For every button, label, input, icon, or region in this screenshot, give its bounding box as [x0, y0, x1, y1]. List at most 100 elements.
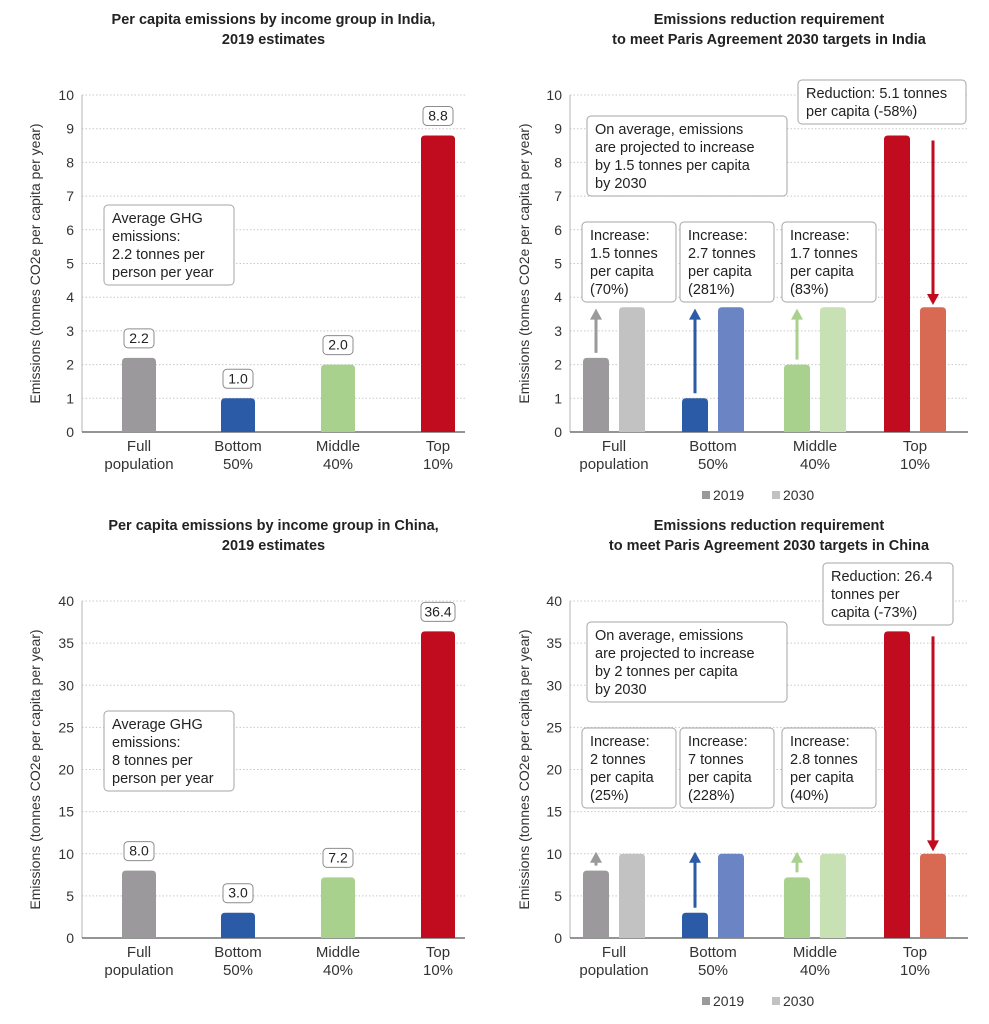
y-tick-label: 15	[58, 804, 74, 820]
legend-swatch	[702, 997, 710, 1005]
x-tick-label: Middle	[793, 944, 837, 961]
y-tick-label: 10	[546, 846, 562, 862]
chart-title: Emissions reduction requirement	[654, 12, 885, 28]
bar-2019	[784, 877, 810, 938]
y-tick-label: 25	[546, 719, 562, 735]
bar-2019	[682, 398, 708, 432]
reduction-note-line: capita (-73%)	[831, 605, 917, 621]
y-tick-label: 15	[546, 804, 562, 820]
increase-arrow-head	[791, 308, 803, 320]
y-tick-label: 40	[58, 593, 74, 609]
increase-note: Increase: 1.5 tonnes per capita (70%)	[581, 221, 677, 303]
increase-note: Increase: 1.7 tonnes per capita (83%)	[781, 221, 877, 303]
legend-swatch	[772, 997, 780, 1005]
average-note: On average, emissions are projected to in…	[586, 621, 788, 703]
increase-note-line: (228%)	[688, 788, 735, 804]
y-tick-label: 25	[58, 719, 74, 735]
x-tick-label: Bottom	[689, 944, 737, 961]
reduction-note-box	[822, 562, 954, 626]
increase-arrow-head	[689, 308, 701, 320]
increase-note-box	[679, 221, 775, 303]
x-tick-label: 40%	[323, 962, 353, 979]
y-tick-label: 2	[554, 357, 562, 373]
x-tick-label: population	[104, 456, 173, 473]
increase-note: Increase: 2.7 tonnes per capita (281%)	[679, 221, 775, 303]
reduction-note-line: Reduction: 5.1 tonnes	[806, 86, 947, 102]
increase-note-line: (40%)	[790, 788, 829, 804]
y-tick-label: 8	[66, 154, 74, 170]
x-tick-label: Top	[903, 438, 927, 455]
data-label: 7.2	[328, 849, 348, 865]
x-tick-label: Bottom	[689, 438, 737, 455]
y-tick-label: 2	[66, 357, 74, 373]
chart-title: 2019 estimates	[222, 32, 325, 48]
average-note-box	[586, 115, 788, 197]
bar	[321, 877, 355, 938]
chart-title: Per capita emissions by income group in …	[112, 12, 436, 28]
data-label: 1.0	[228, 370, 248, 386]
y-tick-label: 8	[554, 154, 562, 170]
increase-note-box	[581, 727, 677, 809]
bar-2019	[583, 357, 609, 432]
y-tick-label: 3	[554, 323, 562, 339]
average-note-line: by 2030	[595, 682, 647, 698]
x-tick-label: Full	[602, 438, 626, 455]
increase-note-line: Increase:	[790, 734, 850, 750]
average-note-line: are projected to increase	[595, 140, 755, 156]
increase-note: Increase: 2.8 tonnes per capita (40%)	[781, 727, 877, 809]
data-label-box	[222, 883, 254, 904]
bar-2019	[583, 870, 609, 938]
increase-note-line: Increase:	[590, 228, 650, 244]
average-annotation-box	[103, 710, 235, 792]
legend-label: 2019	[713, 993, 744, 1009]
x-tick-label: 40%	[800, 962, 830, 979]
increase-note-line: per capita	[688, 264, 753, 280]
increase-note: Increase: 7 tonnes per capita (228%)	[679, 727, 775, 809]
reduction-note-line: per capita (-58%)	[806, 104, 917, 120]
data-label: 8.8	[428, 107, 448, 123]
x-tick-label: 40%	[800, 456, 830, 473]
average-note-line: On average, emissions	[595, 122, 743, 138]
legend-swatch	[702, 491, 710, 499]
y-tick-label: 3	[66, 323, 74, 339]
bar	[421, 631, 455, 938]
chart-india-2019: Per capita emissions by income group in …	[27, 12, 465, 473]
data-label: 36.4	[424, 603, 451, 619]
x-tick-label: 10%	[423, 962, 453, 979]
y-tick-label: 30	[546, 677, 562, 693]
average-annotation-line: Average GHG	[112, 211, 203, 227]
increase-arrow-head	[590, 308, 602, 320]
x-tick-label: 10%	[900, 456, 930, 473]
data-label-box	[322, 847, 354, 868]
average-annotation: Average GHG emissions: 2.2 tonnes per perso…	[103, 204, 235, 286]
x-tick-label: population	[579, 962, 648, 979]
x-tick-label: Full	[602, 944, 626, 961]
bar-2019	[884, 135, 910, 432]
increase-note-line: (25%)	[590, 788, 629, 804]
increase-note-line: per capita	[590, 264, 655, 280]
data-label-box	[422, 105, 454, 126]
y-tick-label: 0	[554, 930, 562, 946]
y-tick-label: 20	[546, 762, 562, 778]
x-tick-label: 50%	[698, 962, 728, 979]
average-annotation-line: person per year	[112, 771, 214, 787]
reduction-note: Reduction: 26.4 tonnes per capita (-73%)	[822, 562, 954, 626]
data-label-box	[222, 368, 254, 389]
increase-note-line: 2 tonnes	[590, 752, 646, 768]
increase-note-box	[781, 727, 877, 809]
increase-note-box	[781, 221, 877, 303]
x-tick-label: 40%	[323, 456, 353, 473]
y-tick-label: 10	[58, 87, 74, 103]
average-note-line: by 2030	[595, 176, 647, 192]
y-axis-label: Emissions (tonnes CO2e per capita per ye…	[516, 629, 532, 909]
increase-note-line: per capita	[688, 770, 753, 786]
legend-label: 2019	[713, 487, 744, 503]
average-annotation-line: Average GHG	[112, 717, 203, 733]
average-annotation-line: emissions:	[112, 229, 181, 245]
y-tick-label: 0	[554, 424, 562, 440]
increase-note-line: 1.5 tonnes	[590, 246, 658, 262]
x-tick-label: Bottom	[214, 944, 262, 961]
x-tick-label: Top	[903, 944, 927, 961]
